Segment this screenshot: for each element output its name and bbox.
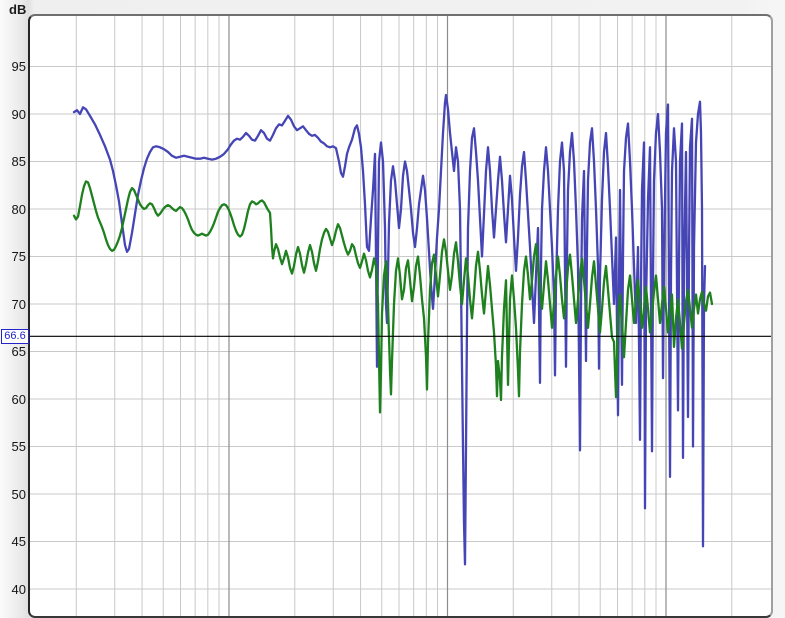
y-tick-label-90: 90 bbox=[11, 106, 26, 122]
y-axis-unit-label: dB bbox=[9, 2, 27, 17]
y-tick-label-80: 80 bbox=[11, 201, 26, 217]
trace-blue bbox=[72, 93, 707, 566]
y-tick-label-40: 40 bbox=[11, 581, 26, 597]
y-tick-label-45: 45 bbox=[11, 534, 26, 549]
y-tick-label-75: 75 bbox=[11, 249, 26, 264]
cursor-value-text: 66.6 bbox=[4, 329, 26, 342]
y-tick-label-65: 65 bbox=[11, 344, 26, 359]
y-tick-label-55: 55 bbox=[11, 439, 26, 454]
y-tick-label-60: 60 bbox=[11, 391, 26, 407]
trace-green bbox=[72, 180, 714, 414]
y-tick-label-85: 85 bbox=[11, 154, 26, 169]
y-tick-label-50: 50 bbox=[11, 486, 26, 502]
y-tick-label-95: 95 bbox=[11, 59, 26, 74]
y-tick-label-70: 70 bbox=[11, 296, 26, 312]
cursor-value-label[interactable]: 66.6 bbox=[1, 328, 29, 344]
